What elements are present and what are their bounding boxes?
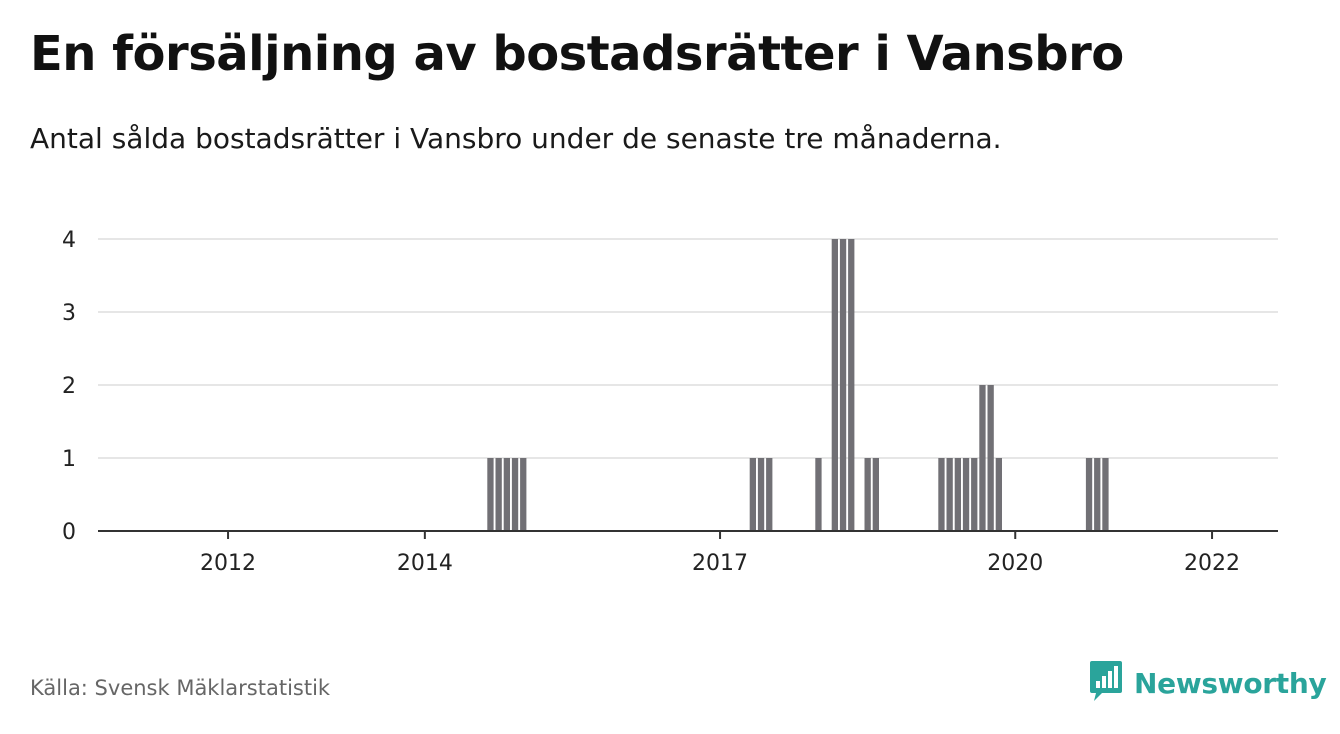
x-tick-label-2: 2017: [692, 551, 748, 576]
x-axis-ticks: 2012 2014 2017 2020 2022: [200, 531, 1240, 576]
bar-99: [938, 458, 945, 531]
y-axis-ticks: 0 1 2 3 4: [62, 228, 76, 545]
bar-105: [987, 385, 994, 531]
bar-100: [946, 458, 953, 531]
bar-48: [520, 458, 527, 531]
chart-title: En försäljning av bostadsrätter i Vansbr…: [30, 26, 1124, 82]
bar-45: [495, 458, 502, 531]
y-tick-label-1: 1: [62, 447, 76, 472]
x-tick-label-3: 2020: [987, 551, 1043, 576]
bar-118: [1094, 458, 1101, 531]
bar-117: [1085, 458, 1093, 531]
bar-76: [749, 458, 756, 531]
bar-119: [1102, 458, 1109, 531]
bar-104: [979, 385, 986, 531]
bar-102: [962, 458, 970, 531]
bar-103: [971, 458, 978, 531]
bar-86: [831, 239, 838, 531]
bar-90: [864, 458, 871, 531]
bar-78: [766, 458, 773, 531]
gridlines: [98, 238, 1278, 459]
bar-106: [995, 458, 1002, 531]
y-tick-label-4: 4: [62, 228, 76, 253]
bar-88: [848, 239, 855, 531]
x-tick-label-0: 2012: [200, 551, 256, 576]
x-tick-label-4: 2022: [1184, 551, 1240, 576]
source-note: Källa: Svensk Mäklarstatistik: [30, 676, 331, 700]
y-tick-label-2: 2: [62, 374, 76, 399]
brand-logo[interactable]: Newsworthy: [1088, 659, 1327, 707]
bar-47: [511, 458, 519, 531]
bar-chart: 0 1 2 3 4 2012 2014 2017 2020 2022 1: [62, 228, 1278, 576]
brand-name: Newsworthy: [1134, 666, 1327, 700]
bar-91: [872, 458, 879, 531]
y-tick-label-0: 0: [62, 520, 76, 545]
bar-44: [487, 458, 494, 531]
newsworthy-logo-icon: [1088, 659, 1124, 707]
bar-84: [815, 458, 822, 531]
bar-87: [839, 239, 847, 531]
bar-77: [757, 458, 765, 531]
bars: [487, 239, 1109, 531]
y-tick-label-3: 3: [62, 301, 76, 326]
chart-subtitle: Antal sålda bostadsrätter i Vansbro unde…: [30, 122, 1002, 155]
x-tick-label-1: 2014: [397, 551, 453, 576]
bar-101: [954, 458, 961, 531]
bar-46: [503, 458, 510, 531]
